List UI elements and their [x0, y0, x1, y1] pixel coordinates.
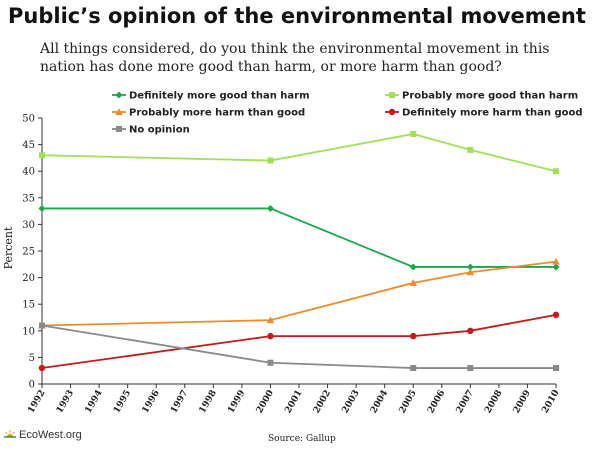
x-tick-label: 2007: [455, 389, 476, 416]
legend-marker: [115, 91, 123, 99]
x-tick-label: 2009: [512, 389, 533, 416]
data-point: [267, 157, 274, 164]
data-point: [553, 168, 559, 175]
data-point: [410, 365, 417, 372]
x-tick-label: 1998: [198, 389, 219, 416]
data-point: [410, 332, 417, 340]
data-point: [466, 263, 474, 271]
y-tick-label: 30: [22, 220, 35, 231]
legend-marker: [389, 92, 395, 98]
x-tick-label: 1992: [26, 389, 47, 416]
data-point: [552, 263, 560, 271]
data-point: [552, 257, 560, 265]
legend-marker: [115, 108, 123, 115]
series-1: [38, 204, 560, 271]
ecowest-logo: EcoWest.org: [4, 429, 82, 441]
legend-label: Definitely more good than harm: [129, 91, 310, 102]
data-point: [552, 311, 560, 319]
data-point: [410, 130, 417, 137]
legend-label: Probably more good than harm: [402, 91, 578, 102]
series-line: [41, 324, 556, 369]
y-tick-label: 0: [29, 380, 35, 391]
x-tick-label: 2001: [283, 389, 304, 416]
y-tick-label: 50: [22, 114, 35, 125]
y-tick-label: 5: [29, 353, 35, 364]
y-tick-label: 25: [22, 247, 35, 258]
y-tick-label: 35: [22, 193, 35, 204]
data-point: [266, 204, 274, 212]
x-tick-label: 1999: [226, 389, 247, 416]
data-point: [266, 316, 275, 324]
legend-item-1: Definitely more good than harm: [112, 91, 310, 102]
x-tick-label: 2008: [483, 389, 504, 416]
data-point: [409, 263, 417, 271]
data-point: [466, 268, 475, 276]
data-point: [39, 152, 45, 159]
y-tick-label: 45: [22, 140, 35, 151]
legend-label: Definitely more harm than good: [402, 108, 583, 119]
legend-marker: [116, 126, 122, 132]
legend-label: No opinion: [129, 125, 190, 136]
legend-label: Probably more harm than good: [129, 108, 305, 119]
series-line: [41, 260, 557, 327]
data-point: [267, 359, 274, 366]
data-point: [38, 204, 46, 212]
source-note: Source: Gallup: [268, 434, 336, 444]
y-tick-label: 20: [22, 273, 35, 284]
x-tick-label: 1997: [169, 389, 190, 416]
x-tick-label: 1993: [55, 389, 76, 416]
y-tick-label: 40: [22, 167, 35, 178]
data-point: [267, 332, 274, 340]
legend-item-4: Definitely more harm than good: [385, 108, 583, 119]
series-5: [39, 322, 559, 372]
legend-item-3: Probably more harm than good: [112, 108, 305, 119]
data-point: [409, 279, 418, 286]
series-3: [38, 257, 560, 329]
sunburst-icon: [4, 429, 16, 441]
x-tick-label: 1994: [84, 389, 105, 416]
x-tick-label: 2000: [255, 389, 276, 416]
x-tick-label: 1995: [112, 389, 133, 416]
chart-subtitle: All things considered, do you think the …: [40, 41, 550, 75]
x-tick-label: 2002: [312, 389, 333, 416]
y-axis-label: Percent: [2, 226, 15, 269]
x-tick-label: 2004: [369, 389, 390, 416]
y-tick-label: 15: [22, 300, 35, 311]
data-point: [553, 365, 559, 372]
x-tick-label: 2003: [341, 389, 362, 416]
legend-item-2: Probably more good than harm: [385, 91, 578, 102]
x-tick-label: 1996: [141, 389, 162, 416]
y-tick-label: 10: [22, 326, 35, 337]
series-line: [42, 207, 556, 268]
data-point: [39, 322, 45, 329]
data-point: [38, 364, 46, 372]
x-tick-label: 2010: [540, 389, 561, 416]
legend-marker: [388, 108, 396, 116]
x-tick-label: 2006: [426, 389, 447, 416]
series-line: [41, 133, 557, 173]
data-point: [467, 146, 474, 153]
legend-item-5: No opinion: [112, 125, 190, 136]
chart-title: Public’s opinion of the environmental mo…: [8, 4, 586, 28]
series-4: [38, 311, 560, 372]
data-point: [467, 365, 474, 372]
logo-text: EcoWest.org: [19, 429, 82, 441]
series-2: [39, 130, 559, 175]
data-point: [467, 327, 474, 334]
x-tick-label: 2005: [398, 389, 419, 416]
